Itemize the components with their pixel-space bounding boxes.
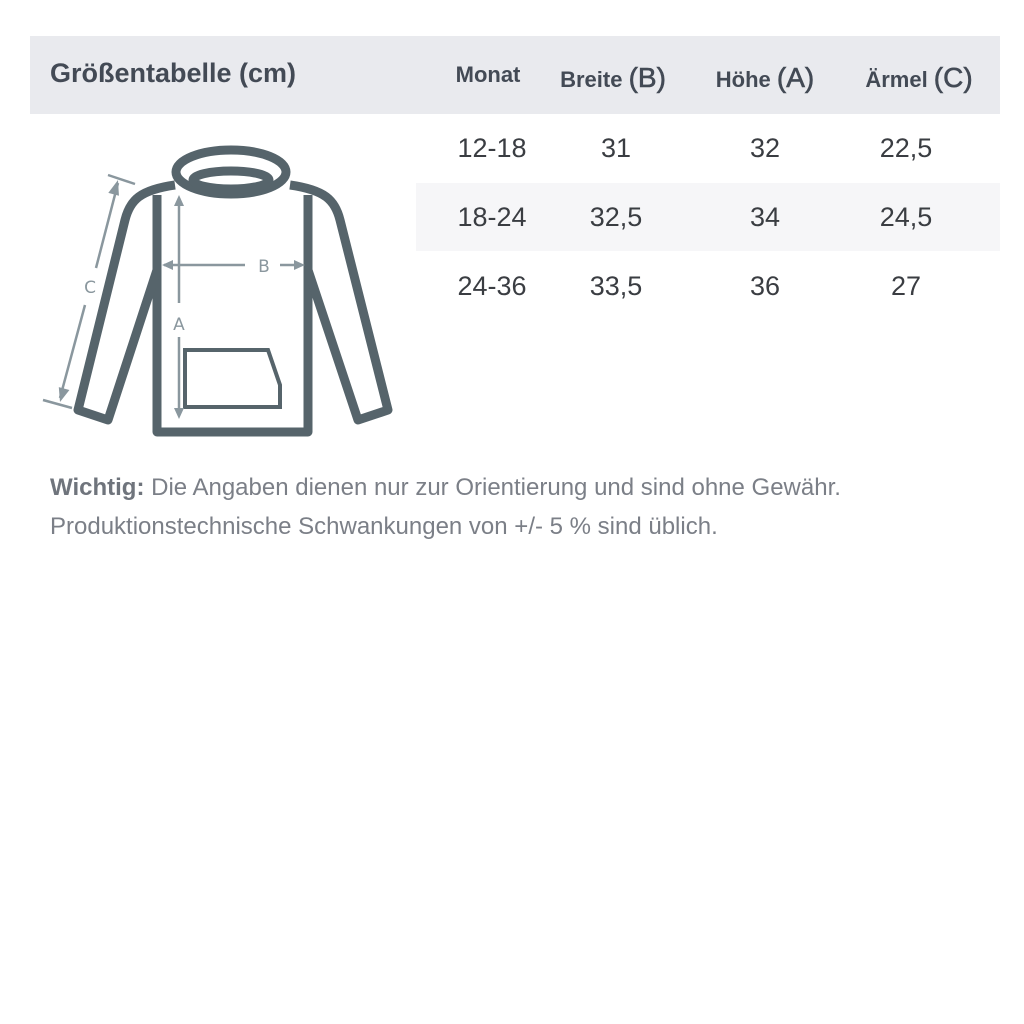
label-b: B <box>258 257 270 277</box>
table-row-stripe <box>416 183 1000 251</box>
cell-month: 18-24 <box>457 202 527 232</box>
hoodie-diagram: C A B <box>42 145 393 437</box>
table-header-band <box>30 36 1000 114</box>
column-header-sleeve: Ärmel (C) <box>865 62 973 94</box>
note-line-2: Produktionstechnische Schwankungen von +… <box>50 513 718 540</box>
note-line-1: Die Angaben dienen nur zur Orientierung … <box>144 474 841 501</box>
cell-sleeve: 24,5 <box>879 202 933 232</box>
label-a: A <box>173 315 185 335</box>
hoodie-outline-icon <box>73 145 393 437</box>
cell-sleeve: 22,5 <box>879 133 933 163</box>
cell-month: 12-18 <box>457 133 527 163</box>
label-c: C <box>84 278 96 298</box>
column-header-month: Monat <box>455 62 521 87</box>
measurement-arrows-icon <box>42 173 302 415</box>
disclaimer-note: Wichtig: Die Angaben dienen nur zur Orie… <box>50 468 841 546</box>
cell-width: 32,5 <box>589 202 643 232</box>
cell-month: 24-36 <box>457 271 527 301</box>
cell-height: 32 <box>749 133 781 163</box>
cell-sleeve: 27 <box>890 271 922 301</box>
cell-height: 36 <box>749 271 781 301</box>
pocket-icon <box>183 348 282 409</box>
note-label: Wichtig: <box>50 474 145 501</box>
column-header-width: Breite (B) <box>560 62 666 94</box>
column-header-height: Höhe (A) <box>715 62 815 94</box>
cell-width: 31 <box>600 133 632 163</box>
page-title: Größentabelle (cm) <box>50 58 297 88</box>
cell-height: 34 <box>749 202 781 232</box>
cell-width: 33,5 <box>589 271 643 301</box>
